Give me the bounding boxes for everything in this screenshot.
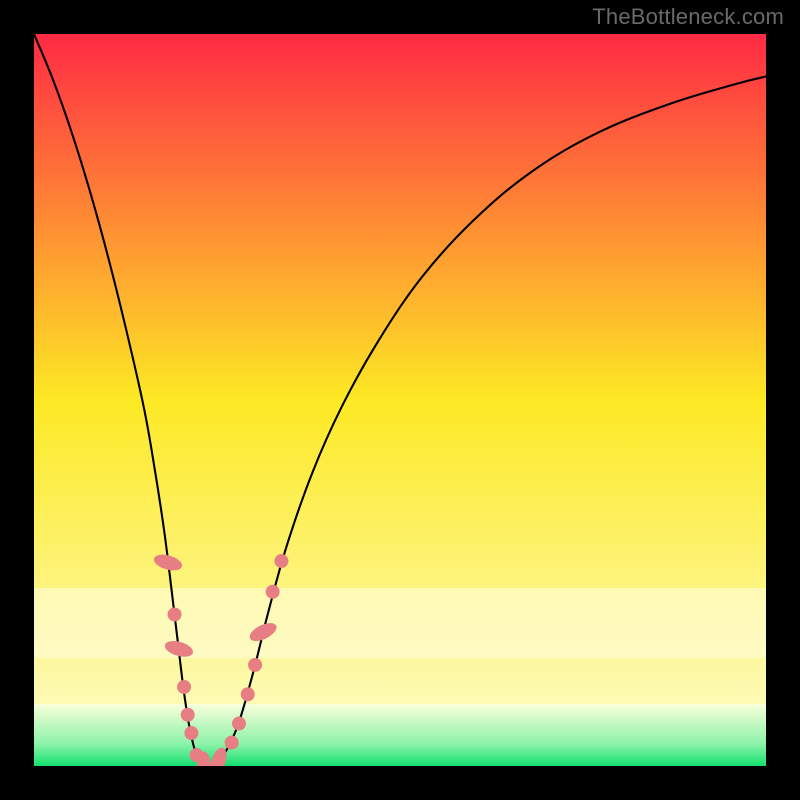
pale-horizontal-band <box>34 588 766 658</box>
plot-area <box>34 34 766 766</box>
watermark-label: TheBottleneck.com <box>592 4 784 30</box>
data-marker <box>153 552 183 572</box>
data-marker <box>249 658 262 671</box>
green-baseline-band <box>34 704 766 766</box>
data-marker <box>241 688 254 701</box>
figure-root: TheBottleneck.com <box>0 0 800 800</box>
bottleneck-curve-right <box>204 76 766 766</box>
data-marker <box>178 680 191 693</box>
data-marker <box>275 555 288 568</box>
